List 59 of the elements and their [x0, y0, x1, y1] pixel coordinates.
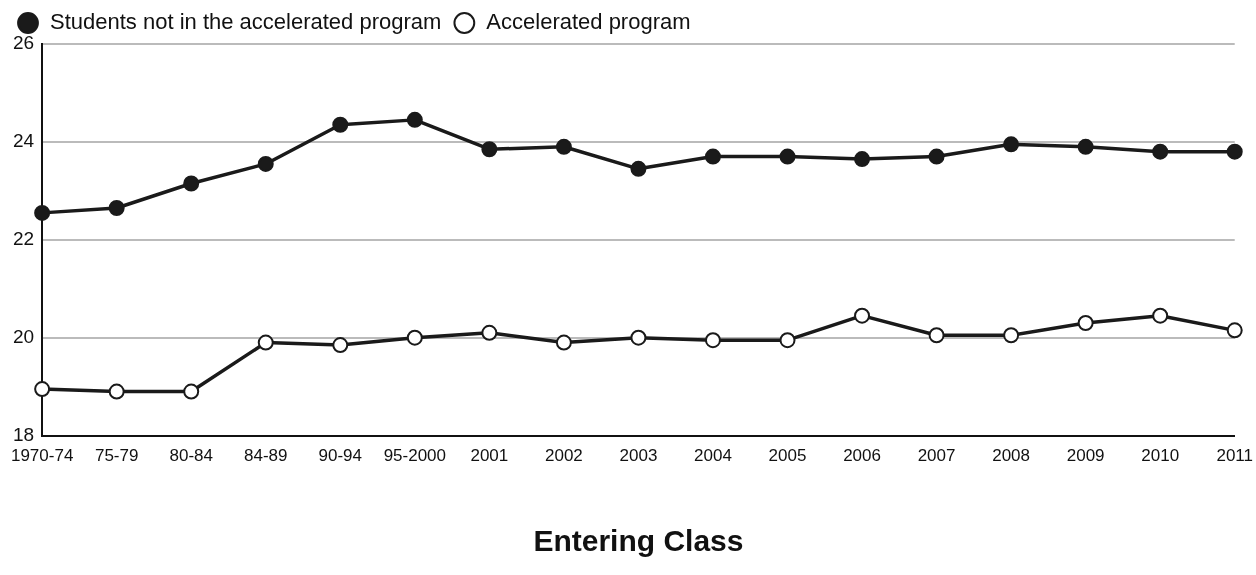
point — [1226, 322, 1243, 339]
x-tick-label: 84-89 — [244, 446, 288, 466]
point — [406, 329, 423, 346]
x-tick-label: 2004 — [694, 446, 732, 466]
x-tick-label: 2005 — [768, 446, 807, 466]
y-tick-label: 24 — [12, 130, 35, 152]
point — [630, 160, 647, 177]
x-tick-label: 2006 — [843, 446, 881, 466]
x-tick-label: 2003 — [619, 446, 658, 466]
point — [1226, 143, 1243, 160]
point — [406, 111, 423, 128]
point — [1003, 136, 1020, 153]
point — [704, 148, 721, 165]
point — [704, 332, 721, 349]
x-tick-label: 2009 — [1066, 446, 1105, 466]
point — [332, 337, 349, 354]
point — [183, 383, 200, 400]
point — [1003, 327, 1020, 344]
x-axis-title: Entering Class — [533, 524, 744, 558]
point — [1077, 315, 1094, 332]
point — [779, 148, 796, 165]
point — [34, 381, 51, 398]
point — [257, 334, 274, 351]
point — [779, 332, 796, 349]
x-tick-label: 2002 — [544, 446, 583, 466]
x-tick-label: 2001 — [470, 446, 509, 466]
point — [332, 116, 349, 133]
point — [108, 383, 125, 400]
point — [630, 329, 647, 346]
y-tick-label: 20 — [12, 325, 35, 347]
point — [555, 138, 572, 155]
point — [481, 324, 498, 341]
point — [257, 155, 274, 172]
x-tick-label: 2011 — [1216, 446, 1253, 466]
x-tick-label: 1970-74 — [10, 446, 74, 466]
y-tick-label: 26 — [12, 32, 35, 54]
point — [928, 148, 945, 165]
point — [854, 151, 871, 168]
x-tick-label: 2007 — [917, 446, 956, 466]
point — [1077, 138, 1094, 155]
x-tick-label: 2010 — [1141, 446, 1180, 466]
point — [108, 199, 125, 216]
point — [1152, 143, 1169, 160]
point — [555, 334, 572, 351]
point — [854, 307, 871, 324]
x-tick-label: 75-79 — [94, 446, 139, 466]
x-tick-label: 2008 — [992, 446, 1031, 466]
point — [481, 141, 498, 158]
y-tick-label: 22 — [12, 228, 35, 250]
point — [34, 204, 51, 221]
point — [183, 175, 200, 192]
x-tick-label: 90-94 — [318, 446, 363, 466]
y-tick-label: 18 — [12, 423, 35, 445]
x-tick-label: 95-2000 — [383, 446, 447, 466]
point — [928, 327, 945, 344]
legend-label: Students not in the accelerated program — [50, 9, 442, 35]
point — [1152, 307, 1169, 324]
legend-label: Accelerated program — [486, 9, 691, 35]
x-tick-label: 80-84 — [169, 446, 213, 466]
